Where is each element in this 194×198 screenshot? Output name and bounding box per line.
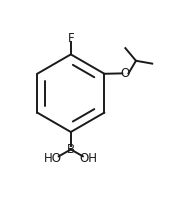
Text: O: O — [121, 67, 130, 80]
Text: OH: OH — [80, 152, 98, 165]
Text: F: F — [68, 32, 74, 45]
Text: HO: HO — [44, 152, 62, 165]
Text: B: B — [67, 143, 75, 156]
